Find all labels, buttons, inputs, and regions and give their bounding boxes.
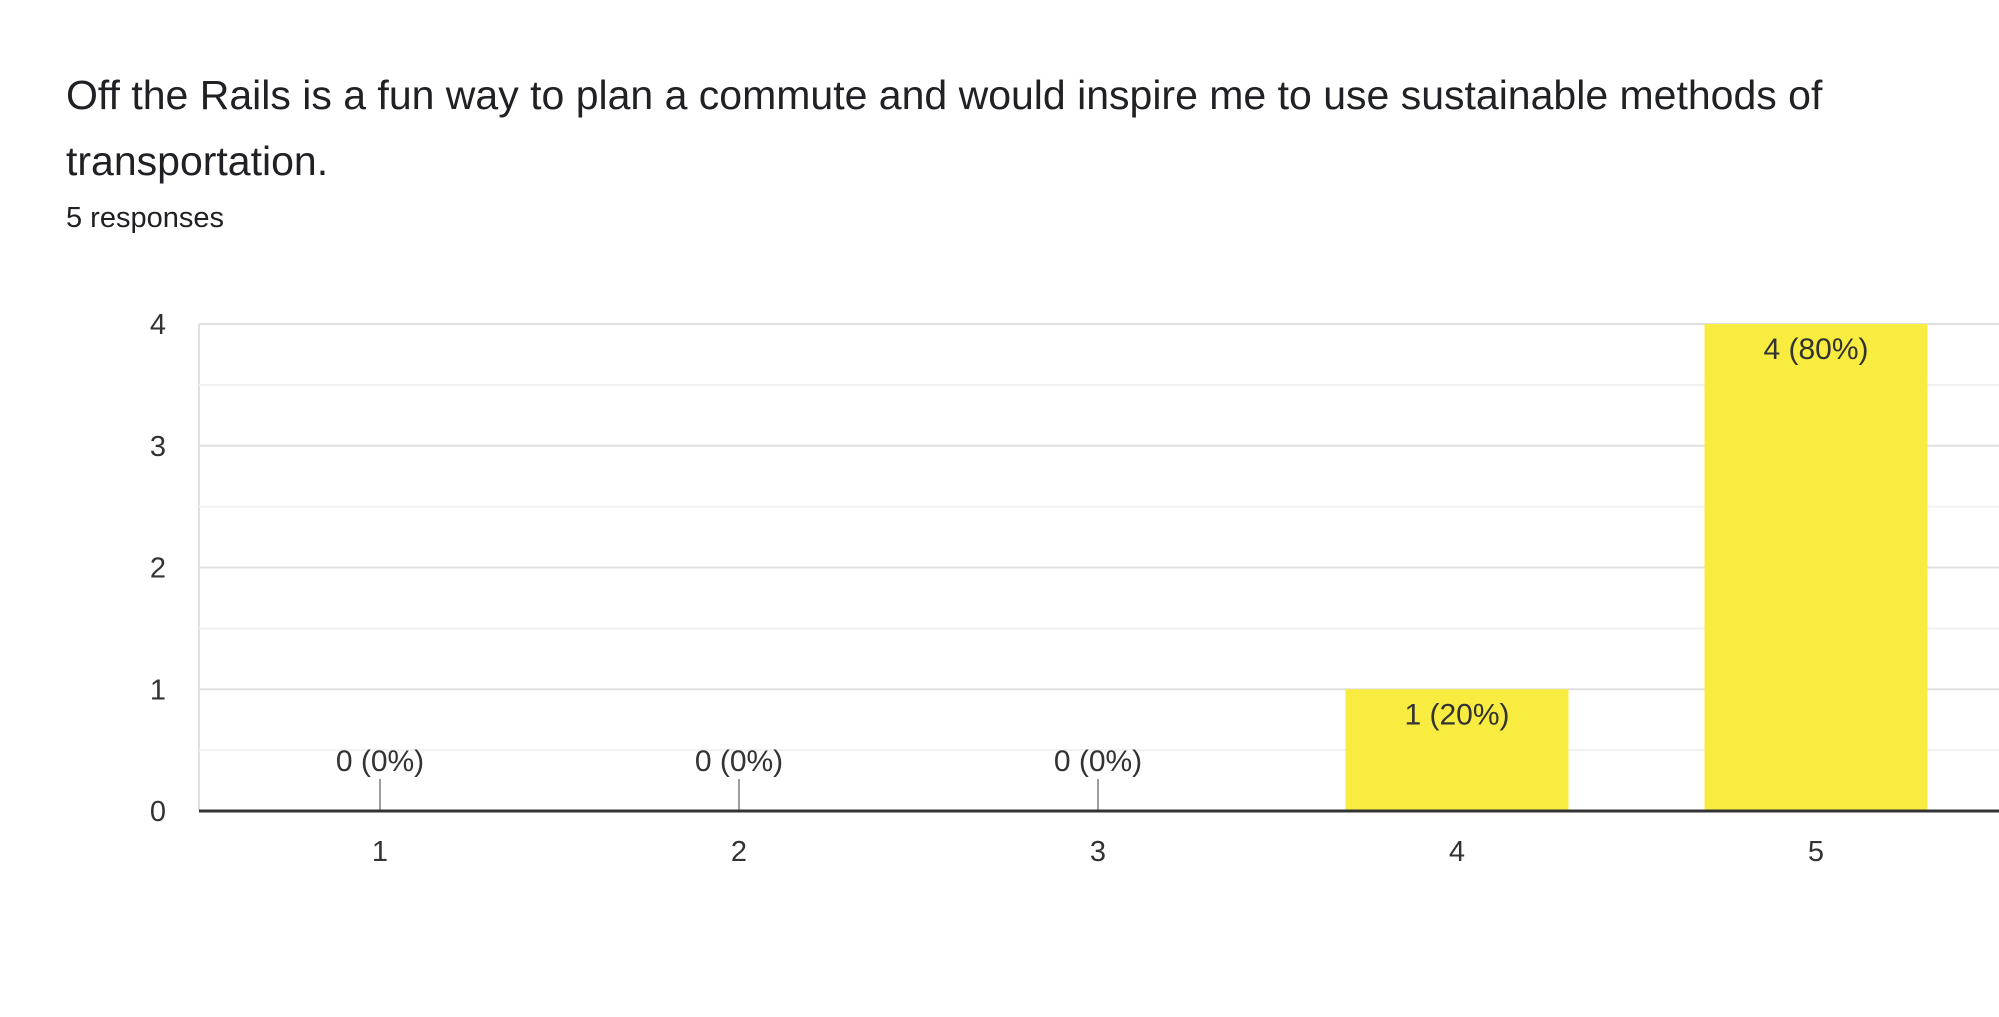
x-tick-label: 4 xyxy=(1449,836,1465,868)
bar-data-label: 0 (0%) xyxy=(336,745,424,778)
y-tick-label: 4 xyxy=(150,309,166,341)
y-axis-tick-labels: 0 1 2 3 4 xyxy=(150,309,166,828)
y-tick-label: 3 xyxy=(150,431,166,463)
question-title: Off the Rails is a fun way to plan a com… xyxy=(66,72,1823,184)
bar-data-label: 1 (20%) xyxy=(1404,698,1509,731)
bar-data-label: 0 (0%) xyxy=(695,745,783,778)
y-tick-label: 2 xyxy=(150,553,166,585)
bar xyxy=(1345,689,1569,811)
response-count: 5 responses xyxy=(66,202,224,234)
x-axis-tick-labels: 1 2 3 4 5 xyxy=(372,836,1824,868)
y-tick-label: 0 xyxy=(150,796,166,828)
x-tick-label: 3 xyxy=(1090,836,1106,868)
bar-data-label: 4 (80%) xyxy=(1763,333,1868,366)
y-tick-label: 1 xyxy=(150,674,166,706)
x-tick-label: 1 xyxy=(372,836,388,868)
chart-gridlines xyxy=(198,323,1999,811)
x-tick-label: 2 xyxy=(731,836,747,868)
x-tick-label: 5 xyxy=(1808,836,1824,868)
bar-data-labels: 0 (0%) 0 (0%) 0 (0%) 1 (20%) 4 (80%) xyxy=(336,333,1869,778)
bar xyxy=(1704,324,1928,811)
chart-bars xyxy=(379,324,1928,811)
bar-data-label: 0 (0%) xyxy=(1054,745,1142,778)
